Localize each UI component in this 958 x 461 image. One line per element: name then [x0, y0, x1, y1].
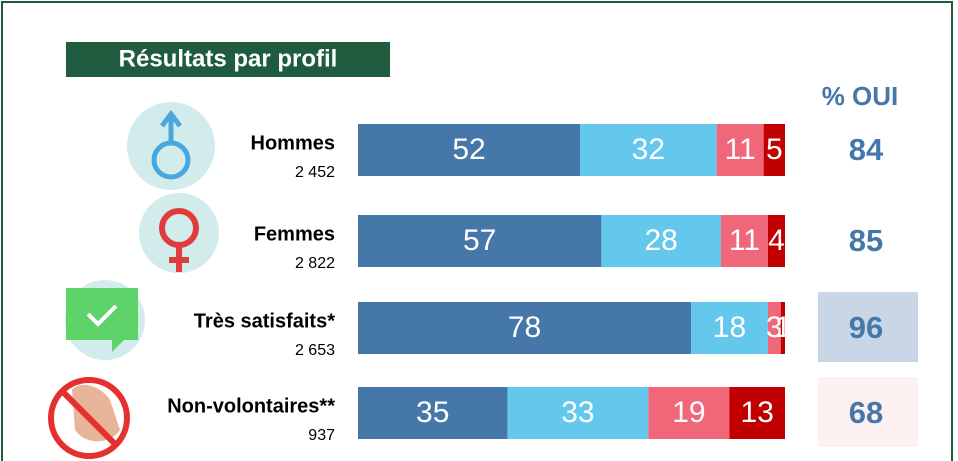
refuse-icon — [48, 377, 130, 459]
yes-percent: 85 — [849, 223, 883, 258]
profile-name: Femmes — [254, 223, 335, 245]
bar-segment — [601, 215, 721, 267]
bar-segment — [358, 302, 692, 354]
bar-segment — [763, 124, 785, 176]
segment-label: 32 — [632, 133, 665, 166]
bar-segment — [507, 387, 649, 439]
bar-segment — [358, 124, 581, 176]
chart-title: Résultats par profil — [119, 45, 338, 72]
profile-name: Non-volontaires** — [167, 395, 335, 417]
bar-segment — [767, 302, 781, 354]
bar-segment — [358, 387, 508, 439]
segment-label: 13 — [741, 396, 774, 429]
bar-segment — [691, 302, 768, 354]
segment-label: 52 — [452, 133, 485, 166]
segment-label: 1 — [775, 311, 792, 344]
sample-size: 2 653 — [295, 342, 335, 359]
segment-label: 5 — [766, 133, 783, 166]
profile-name: Hommes — [251, 132, 335, 154]
segment-label: 57 — [463, 224, 496, 257]
yes-percent: 68 — [849, 395, 883, 430]
segment-label: 11 — [729, 224, 760, 257]
title-box — [66, 42, 390, 77]
yes-percent: 84 — [849, 132, 884, 167]
yes-box — [818, 377, 918, 447]
segment-label: 19 — [672, 396, 705, 429]
segment-label: 28 — [644, 224, 677, 257]
profile-name: Très satisfaits* — [194, 310, 335, 332]
female-icon — [139, 193, 219, 273]
segment-label: 78 — [508, 311, 541, 344]
bar-segment — [780, 302, 785, 354]
bar-segment — [729, 387, 785, 439]
bar-segment — [580, 124, 717, 176]
bar-segment — [720, 215, 768, 267]
segment-label: 4 — [768, 224, 785, 257]
yes-header: % OUI — [822, 81, 899, 111]
segment-label: 33 — [561, 396, 594, 429]
sample-size: 937 — [308, 427, 335, 444]
segment-label: 3 — [766, 311, 783, 344]
bar-segment — [716, 124, 764, 176]
sample-size: 2 822 — [295, 255, 335, 272]
sample-size: 2 452 — [295, 164, 335, 181]
bar-segment — [648, 387, 730, 439]
bar-segment — [767, 215, 785, 267]
yes-percent: 96 — [849, 310, 883, 345]
segment-label: 11 — [725, 133, 756, 166]
male-icon — [127, 102, 215, 190]
check-icon — [65, 280, 145, 360]
bar-segment — [358, 215, 602, 267]
segment-label: 18 — [713, 311, 746, 344]
segment-label: 35 — [416, 396, 449, 429]
yes-box — [818, 292, 918, 362]
